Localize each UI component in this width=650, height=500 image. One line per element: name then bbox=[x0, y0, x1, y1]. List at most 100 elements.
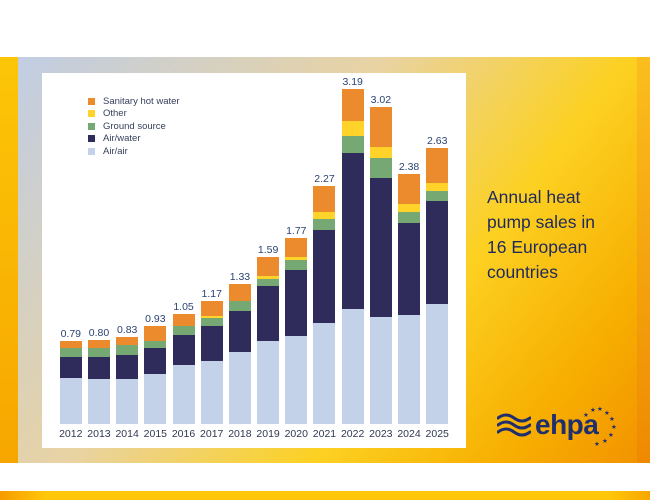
bar-segment-air-water bbox=[257, 286, 280, 342]
bar-segment-ground-source bbox=[144, 341, 167, 349]
bar-stack bbox=[257, 257, 280, 424]
bar-column: 0.80 2013 bbox=[85, 327, 113, 442]
legend-item-sanitary-hot-water: Sanitary hot water bbox=[88, 95, 180, 108]
star-icon: ★ bbox=[609, 416, 615, 423]
bar-segment-air-water bbox=[116, 354, 139, 379]
bar-column: 1.59 2019 bbox=[254, 244, 282, 442]
bar-segment-sanitary-hot-water bbox=[87, 340, 110, 349]
bar-segment-ground-source bbox=[228, 301, 251, 311]
bar-segment-air-air bbox=[369, 316, 392, 424]
bar-value-label: 1.77 bbox=[286, 225, 307, 238]
legend-label: Other bbox=[103, 108, 127, 120]
bar-stack bbox=[87, 340, 110, 424]
bar-segment-other bbox=[369, 146, 392, 159]
bar-segment-other bbox=[398, 203, 421, 212]
ehpa-logo: ehpa ★ ★ ★ ★ ★ ★ ★ ★ ★ bbox=[497, 406, 632, 457]
bar-stack bbox=[426, 147, 449, 424]
bar-segment-sanitary-hot-water bbox=[426, 147, 449, 183]
legend-item-other: Other bbox=[88, 108, 180, 121]
bar-segment-sanitary-hot-water bbox=[116, 336, 139, 346]
bar-value-label: 1.17 bbox=[201, 288, 222, 301]
bar-year-label: 2016 bbox=[171, 428, 196, 440]
bar-segment-air-air bbox=[87, 378, 110, 424]
legend-swatch-icon bbox=[88, 147, 95, 155]
bar-segment-air-water bbox=[398, 223, 421, 315]
bar-year-label: 2025 bbox=[425, 428, 449, 440]
bar-value-label: 2.63 bbox=[427, 134, 448, 147]
legend-label: Ground source bbox=[103, 120, 166, 132]
bar-value-label: 2.27 bbox=[314, 172, 335, 185]
bar-segment-air-air bbox=[398, 314, 421, 424]
bottom-accent-bar bbox=[0, 491, 650, 500]
bar-segment-air-air bbox=[257, 341, 280, 424]
bar-segment-sanitary-hot-water bbox=[59, 341, 82, 349]
bar-segment-other bbox=[313, 211, 336, 220]
bar-segment-ground-source bbox=[313, 219, 336, 230]
page-title: Annual heat pump sales in 16 European co… bbox=[487, 187, 595, 282]
bar-column: 0.79 2012 bbox=[57, 328, 85, 442]
star-icon: ★ bbox=[608, 432, 614, 439]
left-accent-stripe bbox=[0, 57, 18, 463]
bar-segment-sanitary-hot-water bbox=[369, 106, 392, 147]
legend-swatch-icon bbox=[88, 122, 95, 130]
bar-segment-sanitary-hot-water bbox=[313, 185, 336, 212]
bar-value-label: 0.80 bbox=[88, 327, 110, 340]
legend-label: Air/air bbox=[103, 145, 128, 157]
bar-segment-sanitary-hot-water bbox=[228, 284, 251, 302]
bar-segment-air-air bbox=[426, 304, 449, 424]
bar-column: 1.77 2020 bbox=[282, 225, 310, 442]
bar-segment-ground-source bbox=[398, 211, 421, 224]
bar-value-label: 1.33 bbox=[229, 271, 251, 284]
bar-year-label: 2020 bbox=[284, 428, 308, 440]
bar-value-label: 3.02 bbox=[370, 93, 392, 106]
bar-segment-sanitary-hot-water bbox=[398, 174, 421, 204]
bar-segment-sanitary-hot-water bbox=[200, 301, 223, 316]
slide-background: Sanitary hot water Other Ground source Air/… bbox=[0, 57, 650, 463]
bar-segment-sanitary-hot-water bbox=[341, 89, 364, 121]
bar-value-label: 0.93 bbox=[145, 313, 166, 326]
bar-stack bbox=[200, 301, 223, 424]
bar-value-label: 3.19 bbox=[342, 76, 363, 89]
triple-wave-icon bbox=[497, 413, 531, 437]
bar-stack bbox=[398, 174, 421, 424]
bar-segment-air-water bbox=[426, 201, 449, 305]
logo-row: ehpa bbox=[497, 409, 632, 441]
bar-stack bbox=[341, 89, 364, 424]
bar-year-label: 2023 bbox=[369, 428, 393, 440]
bar-segment-ground-source bbox=[200, 317, 223, 327]
legend-item-air-water: Air/water bbox=[88, 133, 180, 146]
bar-segment-air-water bbox=[228, 310, 251, 352]
bar-column: 2.63 2025 bbox=[423, 135, 451, 442]
bar-column: 0.93 2015 bbox=[141, 313, 169, 442]
bar-segment-ground-source bbox=[116, 345, 139, 355]
bar-year-label: 2021 bbox=[312, 428, 337, 440]
bar-segment-other bbox=[257, 275, 280, 280]
bars-wrap: 0.79 2012 0.80 2013 0.83 2014 0.93 2015 1.05 2016… bbox=[42, 76, 466, 442]
bar-segment-other bbox=[200, 315, 223, 318]
bar-segment-air-water bbox=[285, 269, 308, 336]
bar-stack bbox=[144, 326, 167, 424]
bar-value-label: 2.38 bbox=[398, 161, 420, 174]
bar-stack bbox=[228, 284, 251, 424]
bar-segment-other bbox=[285, 257, 308, 261]
bar-segment-air-water bbox=[87, 356, 110, 379]
bars: 0.79 2012 0.80 2013 0.83 2014 0.93 2015 1.05 2016… bbox=[42, 76, 466, 442]
chart-panel: Sanitary hot water Other Ground source Air/… bbox=[42, 73, 466, 448]
bar-column: 1.17 2017 bbox=[198, 288, 226, 442]
bar-year-label: 2018 bbox=[228, 428, 252, 440]
bar-segment-air-air bbox=[59, 377, 82, 424]
bar-year-label: 2012 bbox=[59, 428, 83, 440]
bar-segment-air-air bbox=[341, 308, 364, 424]
bar-segment-air-water bbox=[59, 356, 82, 378]
bar-segment-sanitary-hot-water bbox=[144, 326, 167, 342]
bar-column: 3.02 2023 bbox=[367, 94, 395, 442]
bar-value-label: 0.83 bbox=[116, 323, 138, 336]
bar-column: 1.05 2016 bbox=[169, 301, 197, 442]
bar-segment-other bbox=[426, 182, 449, 191]
legend-item-ground-source: Ground source bbox=[88, 120, 180, 133]
bar-year-label: 2014 bbox=[115, 428, 139, 440]
bar-stack bbox=[59, 341, 82, 424]
bar-segment-air-air bbox=[116, 378, 139, 424]
bar-segment-air-air bbox=[285, 335, 308, 424]
